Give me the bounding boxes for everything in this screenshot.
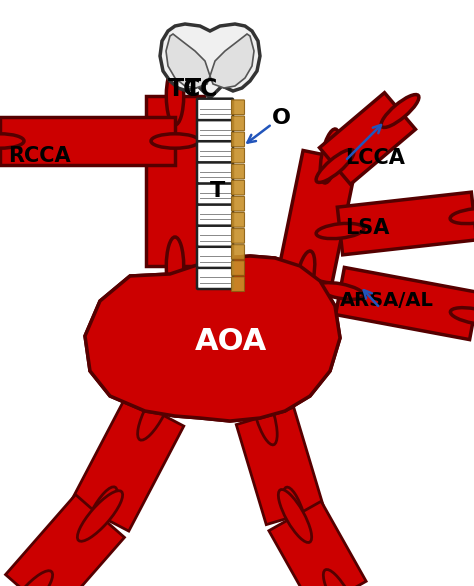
Polygon shape <box>85 256 340 421</box>
FancyBboxPatch shape <box>231 100 245 115</box>
Polygon shape <box>71 396 184 531</box>
FancyBboxPatch shape <box>197 268 233 289</box>
Ellipse shape <box>316 223 364 239</box>
Text: AOA: AOA <box>195 326 267 356</box>
Ellipse shape <box>320 129 340 183</box>
FancyBboxPatch shape <box>231 196 245 211</box>
Polygon shape <box>166 34 210 88</box>
FancyBboxPatch shape <box>231 277 245 291</box>
FancyBboxPatch shape <box>197 120 233 141</box>
Ellipse shape <box>316 282 364 299</box>
FancyBboxPatch shape <box>231 116 245 131</box>
FancyBboxPatch shape <box>231 180 245 195</box>
Ellipse shape <box>137 382 173 440</box>
Polygon shape <box>6 495 125 586</box>
FancyBboxPatch shape <box>231 164 245 179</box>
FancyBboxPatch shape <box>197 141 233 162</box>
Ellipse shape <box>295 251 315 305</box>
Text: T: T <box>210 181 225 201</box>
Ellipse shape <box>450 308 474 324</box>
FancyBboxPatch shape <box>197 162 233 183</box>
Ellipse shape <box>77 490 123 541</box>
FancyBboxPatch shape <box>231 245 245 260</box>
Polygon shape <box>336 267 474 340</box>
Ellipse shape <box>166 237 184 295</box>
FancyBboxPatch shape <box>231 148 245 163</box>
FancyBboxPatch shape <box>231 229 245 243</box>
Text: TC: TC <box>185 77 219 101</box>
Ellipse shape <box>82 487 118 545</box>
Text: TC: TC <box>168 77 202 101</box>
Polygon shape <box>269 501 366 586</box>
Polygon shape <box>236 407 324 524</box>
Polygon shape <box>160 24 260 98</box>
FancyBboxPatch shape <box>197 183 233 205</box>
Text: ARSA/AL: ARSA/AL <box>340 291 434 311</box>
Ellipse shape <box>316 149 354 182</box>
Polygon shape <box>319 93 416 185</box>
Ellipse shape <box>166 67 184 125</box>
Text: LCCA: LCCA <box>345 148 405 168</box>
Polygon shape <box>278 151 357 284</box>
FancyBboxPatch shape <box>197 98 233 120</box>
Text: RCCA: RCCA <box>8 146 71 166</box>
FancyBboxPatch shape <box>197 226 233 247</box>
Ellipse shape <box>0 134 24 148</box>
Text: LSA: LSA <box>345 218 389 238</box>
Ellipse shape <box>253 387 277 445</box>
Ellipse shape <box>151 134 199 148</box>
FancyBboxPatch shape <box>231 132 245 146</box>
Ellipse shape <box>278 489 312 543</box>
Polygon shape <box>85 256 340 421</box>
Polygon shape <box>210 34 254 88</box>
FancyBboxPatch shape <box>231 213 245 227</box>
Ellipse shape <box>8 571 53 586</box>
Polygon shape <box>146 96 204 266</box>
Text: O: O <box>272 108 291 128</box>
Polygon shape <box>337 192 474 255</box>
Ellipse shape <box>381 94 419 127</box>
Ellipse shape <box>450 209 474 224</box>
FancyBboxPatch shape <box>231 261 245 275</box>
Ellipse shape <box>323 570 356 586</box>
Polygon shape <box>0 117 175 165</box>
FancyBboxPatch shape <box>197 247 233 268</box>
FancyBboxPatch shape <box>197 205 233 226</box>
Ellipse shape <box>283 487 307 545</box>
